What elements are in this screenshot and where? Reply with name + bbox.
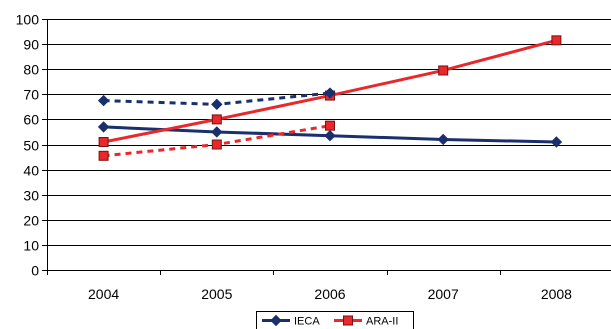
x-tick-label: 2008 [541, 286, 572, 302]
x-tick-label: 2005 [201, 286, 232, 302]
legend: IECA ARA-II [256, 311, 414, 329]
data-point-1-0 [98, 136, 109, 147]
y-tick-label: 50 [23, 138, 39, 154]
y-tick-label: 20 [23, 213, 39, 229]
data-point-1-1 [211, 114, 222, 125]
data-point-3-1 [211, 139, 222, 150]
y-tick-label: 60 [23, 112, 39, 128]
x-tick-label: 2007 [428, 286, 459, 302]
y-tick-label: 70 [23, 87, 39, 103]
data-point-2-2 [324, 87, 336, 99]
axes: 0 10 20 30 40 50 60 70 80 90 100 2004 2005 2006 2007 20… [16, 12, 611, 302]
data-point-1-3 [438, 65, 449, 76]
y-tick-label: 10 [23, 238, 39, 254]
legend-label: IECA [294, 316, 320, 328]
y-tick-label: 100 [16, 12, 40, 28]
data-point-1-4 [551, 35, 562, 46]
legend-label: ARA-II [366, 316, 398, 328]
y-tick-label: 90 [23, 37, 39, 53]
legend-marker [270, 314, 282, 327]
x-tick-label: 2006 [314, 286, 345, 302]
y-tick-label: 0 [31, 263, 39, 279]
data-point-3-0 [98, 150, 109, 161]
data-point-0-4 [550, 136, 563, 148]
data-point-3-2 [325, 120, 335, 131]
data-point-0-2 [324, 130, 336, 142]
gridlines [47, 19, 611, 271]
y-tick-label: 30 [23, 188, 39, 204]
legend-marker [343, 315, 353, 326]
data-point-2-1 [211, 98, 223, 111]
data-point-0-3 [437, 133, 449, 146]
series-markers [97, 35, 563, 161]
data-point-2-0 [97, 94, 110, 107]
data-point-0-0 [97, 121, 110, 133]
y-tick-label: 80 [23, 62, 39, 78]
y-tick-label: 40 [23, 163, 39, 179]
data-point-0-1 [211, 126, 223, 138]
x-tick-label: 2004 [88, 286, 119, 302]
